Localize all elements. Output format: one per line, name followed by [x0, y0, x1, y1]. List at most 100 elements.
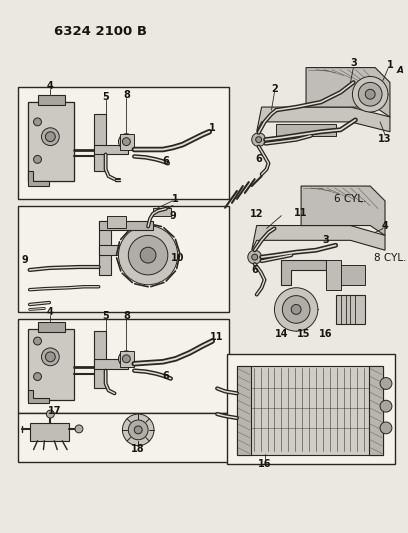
Text: 11: 11: [294, 208, 308, 217]
Polygon shape: [301, 186, 385, 236]
Text: 17: 17: [48, 406, 61, 416]
Polygon shape: [28, 171, 49, 186]
Bar: [369, 366, 383, 455]
Text: 12: 12: [250, 209, 264, 219]
Circle shape: [380, 400, 392, 412]
Circle shape: [252, 254, 258, 260]
Bar: [276, 124, 336, 136]
Bar: [38, 322, 65, 332]
Circle shape: [380, 377, 392, 390]
Text: 16: 16: [319, 329, 333, 339]
Circle shape: [129, 236, 168, 275]
Circle shape: [380, 422, 392, 434]
Bar: [94, 144, 129, 155]
Bar: [227, 354, 395, 464]
Circle shape: [33, 118, 42, 126]
Circle shape: [365, 90, 375, 99]
Text: 10: 10: [171, 253, 184, 263]
Bar: [38, 95, 65, 105]
Text: 13: 13: [378, 134, 392, 144]
Text: A: A: [396, 66, 404, 75]
Circle shape: [75, 425, 83, 433]
Bar: [94, 331, 106, 389]
Bar: [94, 359, 129, 369]
Bar: [336, 295, 365, 324]
Bar: [99, 221, 153, 230]
Text: 6324 2100 B: 6324 2100 B: [54, 25, 147, 38]
Circle shape: [248, 250, 262, 264]
Bar: [99, 221, 111, 275]
Circle shape: [252, 133, 266, 147]
Bar: [120, 351, 134, 367]
Circle shape: [33, 337, 42, 345]
Text: 9: 9: [21, 255, 28, 265]
Polygon shape: [28, 102, 74, 181]
Bar: [18, 206, 229, 312]
Text: 4: 4: [381, 221, 388, 231]
Circle shape: [275, 288, 318, 331]
Text: 15: 15: [297, 329, 311, 339]
Circle shape: [118, 225, 178, 285]
Circle shape: [118, 134, 134, 150]
Text: 8: 8: [123, 311, 130, 321]
Text: 1: 1: [172, 194, 179, 204]
Circle shape: [282, 296, 310, 323]
Polygon shape: [306, 68, 390, 117]
Circle shape: [358, 83, 382, 106]
Circle shape: [122, 414, 154, 446]
Bar: [153, 208, 171, 216]
Text: 6: 6: [162, 370, 169, 381]
Circle shape: [33, 156, 42, 163]
Text: 2: 2: [271, 84, 278, 94]
Text: 3: 3: [322, 236, 329, 245]
Circle shape: [140, 247, 156, 263]
Bar: [341, 265, 365, 285]
Bar: [94, 114, 106, 171]
Text: 1: 1: [209, 123, 215, 133]
Bar: [237, 366, 251, 455]
Polygon shape: [257, 107, 390, 132]
Circle shape: [291, 304, 301, 314]
Text: 1: 1: [386, 60, 393, 70]
Polygon shape: [282, 260, 326, 285]
Text: 6: 6: [162, 156, 169, 166]
Circle shape: [122, 138, 130, 146]
Text: 11: 11: [211, 332, 224, 342]
Circle shape: [42, 348, 59, 366]
Text: 9: 9: [169, 211, 176, 221]
Bar: [326, 260, 341, 290]
Bar: [30, 423, 69, 441]
Text: 5: 5: [102, 92, 109, 102]
Circle shape: [45, 132, 55, 142]
Circle shape: [42, 128, 59, 146]
Bar: [120, 134, 134, 150]
Circle shape: [118, 351, 134, 367]
Circle shape: [45, 352, 55, 362]
Text: 18: 18: [131, 443, 145, 454]
Bar: [237, 366, 383, 455]
Text: 6: 6: [251, 265, 258, 275]
Circle shape: [122, 355, 130, 363]
Circle shape: [33, 373, 42, 381]
Bar: [18, 319, 229, 413]
Circle shape: [256, 136, 262, 143]
Text: 4: 4: [47, 308, 54, 318]
Bar: [106, 216, 126, 228]
Text: 6 CYL.: 6 CYL.: [334, 194, 367, 204]
Circle shape: [134, 426, 142, 434]
Text: 8 CYL.: 8 CYL.: [374, 253, 406, 263]
Bar: [99, 245, 133, 255]
Text: 16: 16: [258, 459, 271, 470]
Polygon shape: [28, 390, 49, 403]
Text: 6: 6: [255, 155, 262, 164]
Text: 3: 3: [350, 58, 357, 68]
Circle shape: [353, 76, 388, 112]
Bar: [28, 329, 74, 400]
Text: 4: 4: [47, 82, 54, 91]
Bar: [28, 102, 74, 181]
Text: 14: 14: [275, 329, 288, 339]
Circle shape: [47, 410, 54, 418]
Text: 5: 5: [102, 311, 109, 321]
Polygon shape: [252, 225, 385, 250]
Circle shape: [129, 420, 148, 440]
